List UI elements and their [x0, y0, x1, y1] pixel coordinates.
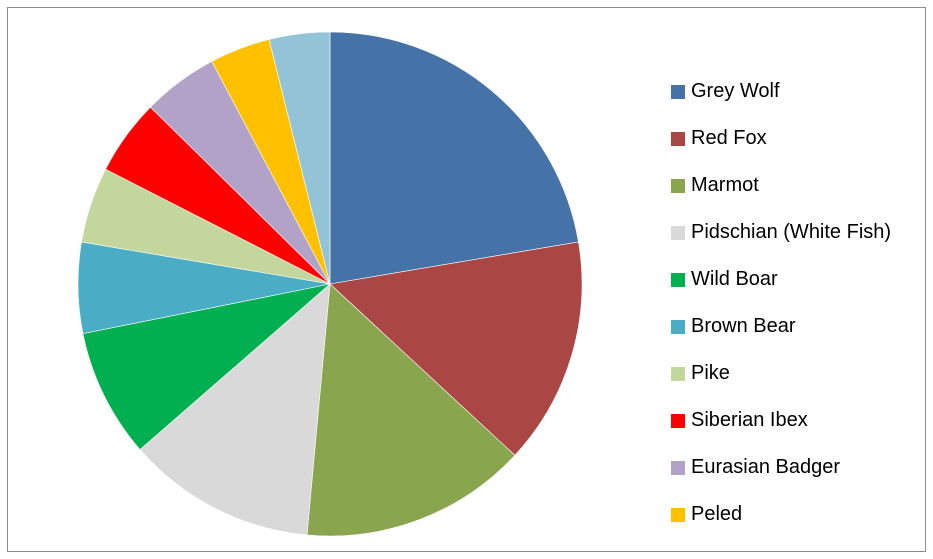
legend-item-peled: Peled [671, 491, 891, 538]
pie-slice-pidschian-white-fish [139, 283, 331, 536]
legend-swatch [671, 460, 685, 475]
legend-swatch [671, 225, 685, 240]
legend-label: Peled [691, 503, 743, 525]
chart-area: Grey Wolf Red Fox Marmot Pidschian (White F… [7, 7, 926, 552]
legend-item-siberian-ibex: Siberian Ibex [671, 397, 891, 444]
pie-slice-wild-boar [82, 283, 332, 450]
pie-slice-marmot [306, 283, 516, 537]
legend-swatch [671, 131, 685, 146]
legend-label: Red Fox [691, 127, 767, 149]
legend-label: Pidschian (White Fish) [691, 221, 892, 243]
pie-slice-grey-wolf [329, 31, 579, 285]
legend-swatch [671, 84, 685, 99]
legend-item-grey-wolf: Grey Wolf [671, 68, 891, 115]
pie-slice-red-fox [329, 241, 583, 456]
legend-item-red-fox: Red Fox [671, 115, 891, 162]
legend-swatch [671, 507, 685, 522]
legend-item-brown-bear: Brown Bear [671, 303, 891, 350]
legend-label: Eurasian Badger [691, 456, 840, 478]
pie-chart [77, 31, 583, 537]
legend-item-pike: Pike [671, 350, 891, 397]
legend: Grey Wolf Red Fox Marmot Pidschian (White F… [671, 68, 891, 538]
legend-item-marmot: Marmot [671, 162, 891, 209]
legend-swatch [671, 272, 685, 287]
legend-item-pidschian-white-fish: Pidschian (White Fish) [671, 209, 891, 256]
legend-swatch [671, 413, 685, 428]
legend-label: Pike [691, 362, 730, 384]
pie-slice-slice-10 [268, 31, 331, 285]
legend-label: Wild Boar [691, 268, 778, 290]
legend-label: Siberian Ibex [691, 409, 808, 431]
legend-item-eurasian-badger: Eurasian Badger [671, 444, 891, 491]
legend-item-wild-boar: Wild Boar [671, 256, 891, 303]
legend-swatch [671, 366, 685, 381]
legend-label: Brown Bear [691, 315, 796, 337]
legend-label: Grey Wolf [691, 80, 780, 102]
legend-swatch [671, 178, 685, 193]
legend-swatch [671, 319, 685, 334]
legend-label: Marmot [691, 174, 759, 196]
